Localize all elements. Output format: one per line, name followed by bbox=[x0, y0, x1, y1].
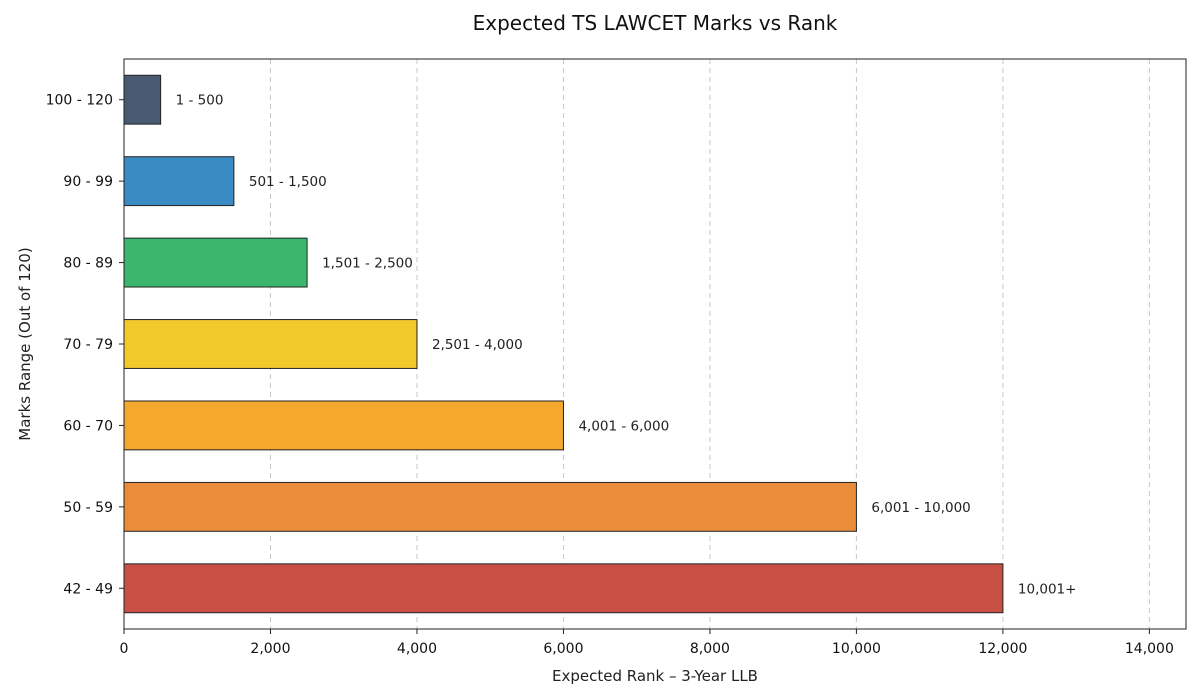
y-axis-ticks: 100 - 120 90 - 99 80 - 89 70 - 79 60 - 70 50 … bbox=[46, 93, 124, 597]
bar bbox=[123, 74, 162, 125]
x-tick-label: 8,000 bbox=[690, 641, 730, 657]
y-tick-label: 90 - 99 bbox=[63, 174, 113, 190]
data-label: 10,001+ bbox=[1018, 581, 1077, 597]
x-tick-label: 12,000 bbox=[978, 641, 1027, 657]
x-tick-label: 2,000 bbox=[250, 641, 290, 657]
x-tick-label: 6,000 bbox=[543, 641, 583, 657]
y-tick-label: 80 - 89 bbox=[63, 256, 113, 272]
data-label: 2,501 - 4,000 bbox=[432, 337, 523, 353]
x-axis-ticks: 0 2,000 4,000 6,000 8,000 10,000 12,000 14,000 bbox=[120, 629, 1174, 657]
grid-lines bbox=[269, 59, 1150, 629]
bars bbox=[123, 74, 1004, 614]
bar bbox=[123, 481, 857, 532]
bar bbox=[123, 563, 1004, 614]
bar bbox=[123, 156, 235, 207]
y-tick-label: 100 - 120 bbox=[46, 93, 113, 109]
y-tick-label: 42 - 49 bbox=[63, 581, 113, 597]
chart-title: Expected TS LAWCET Marks vs Rank bbox=[473, 11, 838, 35]
data-label: 1 - 500 bbox=[176, 93, 224, 109]
y-axis-label: Marks Range (Out of 120) bbox=[16, 247, 34, 440]
x-tick-label: 10,000 bbox=[832, 641, 881, 657]
x-tick-label: 14,000 bbox=[1125, 641, 1174, 657]
x-axis-label: Expected Rank – 3-Year LLB bbox=[552, 667, 758, 685]
data-label: 1,501 - 2,500 bbox=[322, 256, 413, 272]
data-labels: 1 - 500 501 - 1,500 1,501 - 2,500 2,501 - 4… bbox=[176, 93, 1077, 598]
bar bbox=[123, 400, 564, 451]
y-tick-label: 60 - 70 bbox=[63, 418, 113, 434]
data-label: 4,001 - 6,000 bbox=[578, 418, 669, 434]
bar bbox=[123, 237, 308, 288]
x-tick-label: 4,000 bbox=[397, 641, 437, 657]
y-tick-label: 50 - 59 bbox=[63, 500, 113, 516]
x-tick-label: 0 bbox=[120, 641, 129, 657]
y-tick-label: 70 - 79 bbox=[63, 337, 113, 353]
bar bbox=[123, 319, 418, 369]
data-label: 6,001 - 10,000 bbox=[871, 500, 970, 516]
data-label: 501 - 1,500 bbox=[249, 174, 327, 190]
